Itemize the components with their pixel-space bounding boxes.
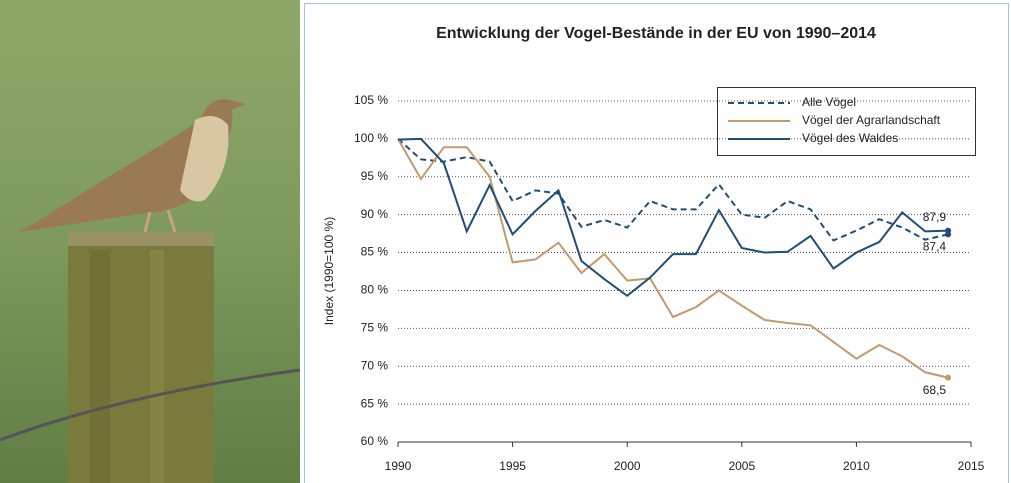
y-tick-label: 75 % xyxy=(361,321,389,335)
page: {"chart_data": {"type": "line", "title":… xyxy=(0,0,1011,483)
series-line xyxy=(398,139,948,296)
x-tick-label: 2010 xyxy=(843,459,870,473)
legend-label: Vögel des Waldes xyxy=(802,131,898,145)
chart: Entwicklung der Vogel-Bestände in der EU… xyxy=(0,0,1011,483)
y-tick-label: 105 % xyxy=(354,93,388,107)
end-point xyxy=(945,228,951,234)
data-label: 68,5 xyxy=(923,383,947,397)
y-tick-label: 80 % xyxy=(361,283,389,297)
x-tick-label: 1995 xyxy=(499,459,526,473)
legend-label: Vögel der Agrarlandschaft xyxy=(802,113,941,127)
y-tick-label: 100 % xyxy=(354,131,388,145)
series-line xyxy=(398,139,948,378)
chart-title: Entwicklung der Vogel-Bestände in der EU… xyxy=(436,25,876,42)
legend-label: Alle Vögel xyxy=(802,95,856,109)
end-point xyxy=(945,375,951,381)
x-tick-label: 1990 xyxy=(385,459,412,473)
x-tick-label: 2000 xyxy=(614,459,641,473)
y-tick-label: 65 % xyxy=(361,396,389,410)
y-axis-label: Index (1990=100 %) xyxy=(322,217,336,325)
y-tick-label: 70 % xyxy=(361,358,389,372)
y-tick-label: 85 % xyxy=(361,245,389,259)
y-tick-label: 90 % xyxy=(361,207,389,221)
y-tick-label: 95 % xyxy=(361,169,389,183)
data-label: 87,9 xyxy=(923,210,947,224)
y-tick-label: 60 % xyxy=(361,434,389,448)
x-tick-label: 2005 xyxy=(728,459,755,473)
x-tick-label: 2015 xyxy=(958,459,985,473)
data-label: 87,4 xyxy=(923,240,947,254)
